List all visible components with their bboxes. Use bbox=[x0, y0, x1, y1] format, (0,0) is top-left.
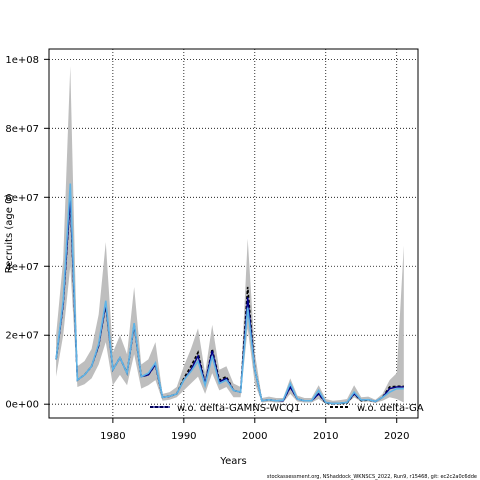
x-axis: 1980 1990 2000 2010 2020 bbox=[100, 418, 409, 442]
series-line-2 bbox=[55, 183, 404, 405]
legend-label-1: w.o. delta-GAMNS-WCQ1 bbox=[177, 403, 300, 414]
confidence-band-area bbox=[56, 66, 404, 405]
footer-text: stockassessment.org, NShaddock_WKNSCS_20… bbox=[267, 474, 477, 480]
y-tick-label: 4e+07 bbox=[5, 262, 39, 273]
x-tick-label: 2020 bbox=[384, 431, 409, 442]
legend-label-2: w.o. delta-GA bbox=[357, 403, 424, 414]
x-tick-label: 1990 bbox=[171, 431, 196, 442]
y-axis: 0e+00 2e+07 4e+07 6e+07 8e+07 1e+08 bbox=[5, 55, 49, 411]
x-tick-label: 2010 bbox=[313, 431, 338, 442]
grid-lines bbox=[49, 49, 418, 418]
series-lines bbox=[55, 183, 404, 405]
y-tick-label: 8e+07 bbox=[5, 124, 39, 135]
legend: w.o. delta-GAMNS-WCQ1 w.o. delta-GA bbox=[150, 403, 424, 414]
x-tick-label: 1980 bbox=[100, 431, 125, 442]
plot-frame bbox=[48, 48, 419, 419]
x-axis-label: Years bbox=[219, 456, 246, 467]
x-tick-label: 2000 bbox=[242, 431, 267, 442]
y-tick-label: 0e+00 bbox=[5, 400, 39, 411]
y-axis-label: Recruits (age 0) bbox=[4, 194, 15, 274]
y-tick-label: 2e+07 bbox=[5, 331, 39, 342]
y-tick-label: 1e+08 bbox=[5, 55, 39, 66]
y-tick-label: 6e+07 bbox=[5, 193, 39, 204]
confidence-band bbox=[56, 66, 404, 405]
